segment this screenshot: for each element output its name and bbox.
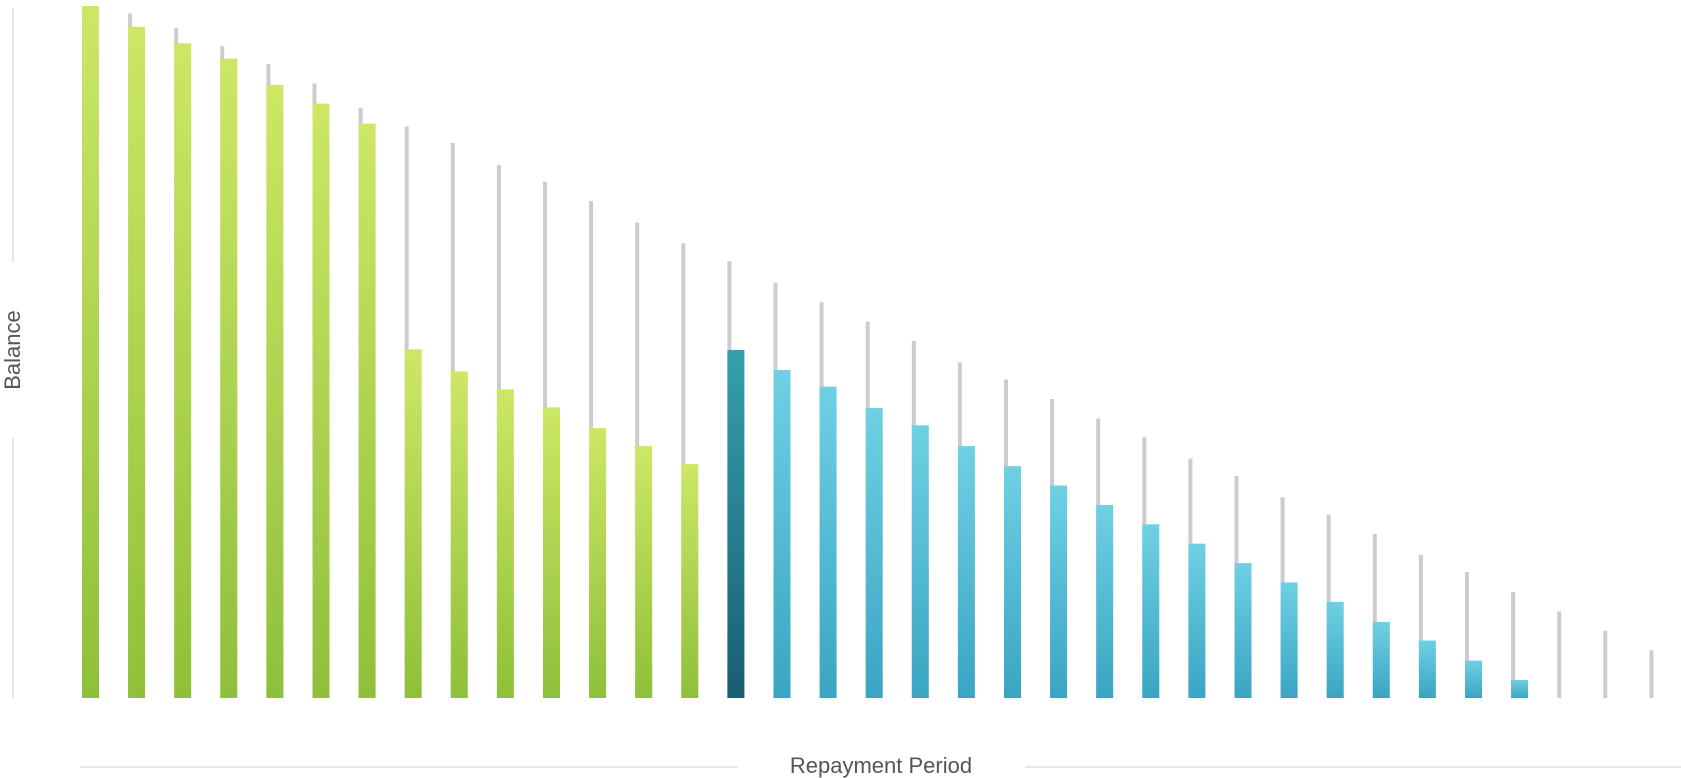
original-balance-line [1372,533,1377,698]
original-balance-line [1557,611,1562,698]
bars-group [82,6,1654,699]
new-balance-bar [1234,563,1252,698]
original-balance-line [1511,592,1516,698]
new-balance-bar [543,407,560,698]
new-balance-bar [589,428,607,698]
original-balance-line [1418,554,1423,698]
new-balance-bar [266,84,284,698]
new-balance-bar [358,123,376,698]
new-balance-bar [1372,621,1390,698]
new-balance-bar [312,103,330,698]
new-balance-bar [1418,640,1436,698]
new-balance-bar [1511,680,1529,698]
original-balance-line [1465,572,1469,698]
new-balance-bar [220,58,238,699]
new-balance-bar [911,425,929,698]
new-balance-bar [773,369,791,698]
new-balance-bar [404,349,422,698]
new-balance-bar [635,446,653,698]
new-balance-bar [727,349,745,698]
new-balance-bar [82,6,99,698]
new-balance-bar [1280,582,1298,698]
new-balance-bar [1465,660,1482,698]
new-balance-bar [1188,543,1206,698]
x-axis-title: Repayment Period [790,753,972,778]
y-axis-title: Balance [0,310,25,390]
new-balance-bar [450,371,468,698]
new-balance-bar [496,389,514,698]
new-balance-bar [865,408,883,698]
new-balance-bar [819,386,837,698]
original-balance-line [1649,650,1654,698]
new-balance-bar [957,446,975,698]
new-balance-bar [1326,601,1344,698]
new-balance-bar [128,26,146,698]
original-balance-line [1603,630,1608,698]
new-balance-bar [1142,524,1160,698]
new-balance-bar [1050,485,1068,698]
new-balance-bar [1004,466,1021,698]
new-balance-bar [681,464,699,698]
new-balance-bar [1096,504,1114,698]
new-balance-bar [174,43,192,699]
